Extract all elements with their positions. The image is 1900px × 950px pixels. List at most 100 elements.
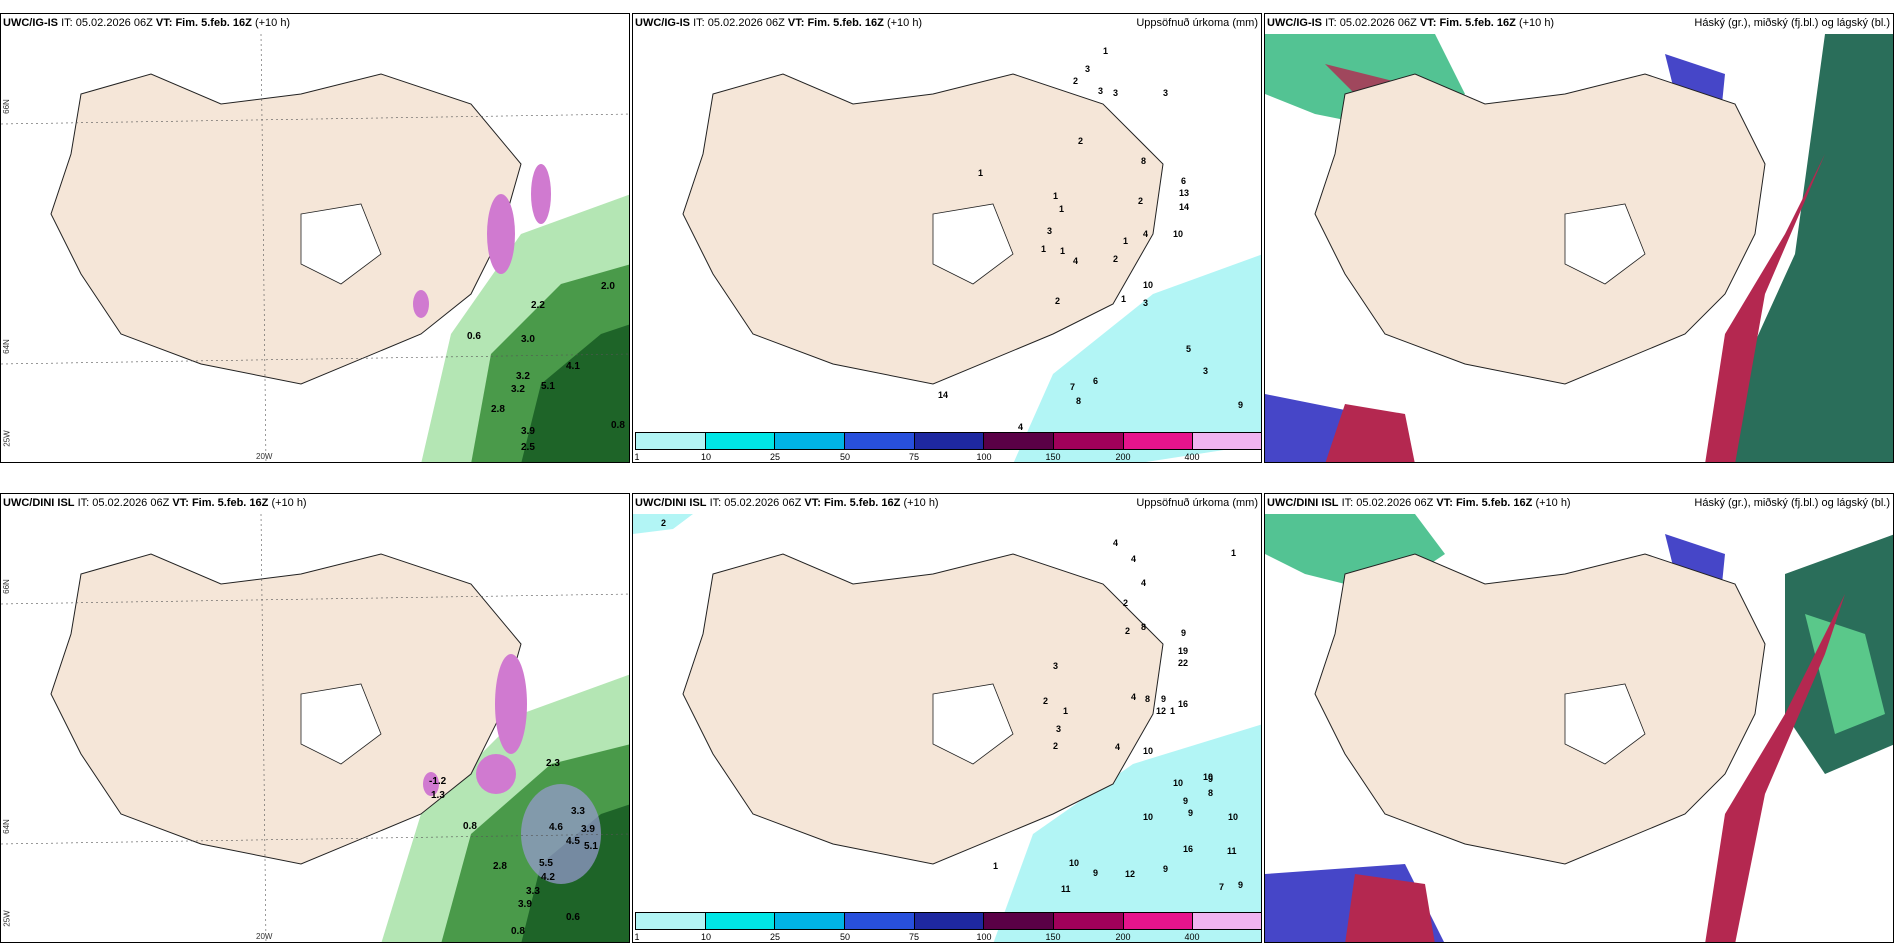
svg-text:10: 10 (1069, 858, 1079, 868)
svg-text:2: 2 (1043, 696, 1048, 706)
panel-header: UWC/DINI ISL IT: 05.02.2026 06Z VT: Fim.… (3, 497, 307, 509)
colorbar-tick: 50 (839, 932, 851, 942)
svg-text:9: 9 (1161, 694, 1166, 704)
svg-text:3: 3 (1203, 366, 1208, 376)
svg-text:4.2: 4.2 (541, 872, 555, 883)
colorbar-tick: 25 (769, 452, 781, 462)
svg-text:0.8: 0.8 (611, 420, 625, 431)
panel-header: UWC/DINI ISL IT: 05.02.2026 06Z VT: Fim.… (1267, 497, 1571, 509)
colorbar-tick: 100 (976, 932, 992, 942)
svg-text:8: 8 (1145, 694, 1150, 704)
svg-text:13: 13 (1179, 188, 1189, 198)
colorbar (635, 912, 1261, 930)
svg-text:1: 1 (993, 861, 998, 871)
svg-text:3: 3 (1053, 661, 1058, 671)
precip-map: 2 4 4 1 2 4 2 8 9 19 22 3 16 2 4 8 9 12 … (633, 514, 1261, 942)
svg-text:5.5: 5.5 (539, 858, 553, 869)
svg-text:3: 3 (1085, 64, 1090, 74)
svg-text:2: 2 (1113, 254, 1118, 264)
svg-text:3: 3 (1143, 298, 1148, 308)
colorbar-tick: 200 (1115, 452, 1131, 462)
wind-map: -1.2 1.3 3.3 3.9 4.6 4.5 5.1 2.8 5.5 4.2… (1, 514, 629, 942)
svg-text:6: 6 (1093, 376, 1098, 386)
panel-precip-dini: UWC/DINI ISL IT: 05.02.2026 06Z VT: Fim.… (632, 493, 1262, 943)
svg-text:7: 7 (1070, 382, 1075, 392)
panel-header: UWC/DINI ISL IT: 05.02.2026 06Z VT: Fim.… (635, 497, 939, 509)
colorbar-tick: 25 (769, 932, 781, 942)
panel-title: Háský (gr.), miðský (fj.bl.) og lágský (… (1694, 17, 1890, 29)
svg-text:2.0: 2.0 (601, 281, 615, 292)
svg-text:8: 8 (1141, 156, 1146, 166)
panel-header: UWC/IG-IS IT: 05.02.2026 06Z VT: Fim. 5.… (3, 17, 291, 29)
panel-header: UWC/IG-IS IT: 05.02.2026 06Z VT: Fim. 5.… (1267, 17, 1555, 29)
colorbar-tick: 1 (634, 452, 640, 462)
svg-text:4: 4 (1115, 742, 1120, 752)
svg-text:10: 10 (1173, 229, 1183, 239)
svg-text:10: 10 (1143, 746, 1153, 756)
svg-text:1: 1 (1170, 706, 1175, 716)
svg-text:1.3: 1.3 (431, 790, 445, 801)
svg-text:9: 9 (1188, 808, 1193, 818)
svg-text:11: 11 (1227, 846, 1237, 856)
svg-text:5.1: 5.1 (584, 841, 598, 852)
panel-title: Háský (gr.), miðský (fj.bl.) og lágský (… (1694, 497, 1890, 509)
svg-text:0.6: 0.6 (566, 912, 580, 923)
svg-text:10: 10 (1143, 812, 1153, 822)
svg-text:1: 1 (1123, 236, 1128, 246)
colorbar-tick: 200 (1115, 932, 1131, 942)
colorbar-tick: 75 (908, 452, 920, 462)
svg-text:1: 1 (1041, 244, 1046, 254)
svg-text:4: 4 (1018, 422, 1023, 432)
svg-text:9: 9 (1238, 880, 1243, 890)
svg-text:3.9: 3.9 (518, 899, 532, 910)
svg-text:4: 4 (1131, 692, 1136, 702)
panel-clouds-ig-is: UWC/IG-IS IT: 05.02.2026 06Z VT: Fim. 5.… (1264, 13, 1894, 463)
svg-text:1: 1 (1231, 548, 1236, 558)
lat-label: 66N (1, 99, 11, 114)
svg-text:3: 3 (1047, 226, 1052, 236)
lon-label: 20W (256, 932, 273, 941)
svg-text:9: 9 (1181, 628, 1186, 638)
svg-text:7: 7 (1219, 882, 1224, 892)
panel-clouds-dini: UWC/DINI ISL IT: 05.02.2026 06Z VT: Fim.… (1264, 493, 1894, 943)
lon-label: 20W (256, 452, 273, 461)
svg-text:9: 9 (1183, 796, 1188, 806)
panel-precip-ig-is: UWC/IG-IS IT: 05.02.2026 06Z VT: Fim. 5.… (632, 13, 1262, 463)
svg-text:3.9: 3.9 (521, 426, 535, 437)
svg-text:3.2: 3.2 (511, 384, 525, 395)
lat-label: 64N (1, 819, 11, 834)
svg-text:22: 22 (1178, 658, 1188, 668)
svg-text:2.5: 2.5 (521, 442, 535, 453)
svg-text:5: 5 (1186, 344, 1191, 354)
svg-text:9: 9 (1238, 400, 1243, 410)
colorbar-tick: 10 (700, 932, 712, 942)
svg-text:10: 10 (1203, 772, 1213, 782)
svg-text:14: 14 (938, 390, 948, 400)
svg-text:4.6: 4.6 (549, 822, 563, 833)
svg-text:12: 12 (1156, 706, 1166, 716)
svg-text:12: 12 (1125, 869, 1135, 879)
colorbar-tick: 10 (700, 452, 712, 462)
svg-text:4: 4 (1141, 578, 1146, 588)
colorbar-tick: 150 (1045, 452, 1061, 462)
svg-text:-1.2: -1.2 (429, 776, 447, 787)
svg-text:2: 2 (1078, 136, 1083, 146)
svg-text:4.1: 4.1 (566, 361, 580, 372)
colorbar-tick: 400 (1184, 932, 1200, 942)
svg-text:4: 4 (1143, 229, 1148, 239)
precip-map: 1 3 2 3 3 3 2 1 8 6 13 14 1 1 2 1 10 3 4… (682, 46, 1261, 462)
panel-header: UWC/IG-IS IT: 05.02.2026 06Z VT: Fim. 5.… (635, 17, 923, 29)
colorbar-tick: 100 (976, 452, 992, 462)
svg-text:3: 3 (1098, 86, 1103, 96)
wind-map: 2.0 4.1 5.1 3.2 3.2 2.8 3.9 2.5 0.8 0.6 … (1, 34, 629, 462)
panel-wind-ig-is: UWC/IG-IS IT: 05.02.2026 06Z VT: Fim. 5.… (0, 13, 630, 463)
svg-text:3.2: 3.2 (516, 371, 530, 382)
svg-text:2: 2 (1138, 196, 1143, 206)
svg-text:19: 19 (1178, 646, 1188, 656)
lon-label: 25W (2, 910, 12, 927)
svg-text:2: 2 (1073, 76, 1078, 86)
clouds-map (1265, 514, 1893, 942)
svg-text:11: 11 (1061, 884, 1071, 894)
colorbar-tick: 1 (634, 932, 640, 942)
svg-text:2: 2 (1053, 741, 1058, 751)
